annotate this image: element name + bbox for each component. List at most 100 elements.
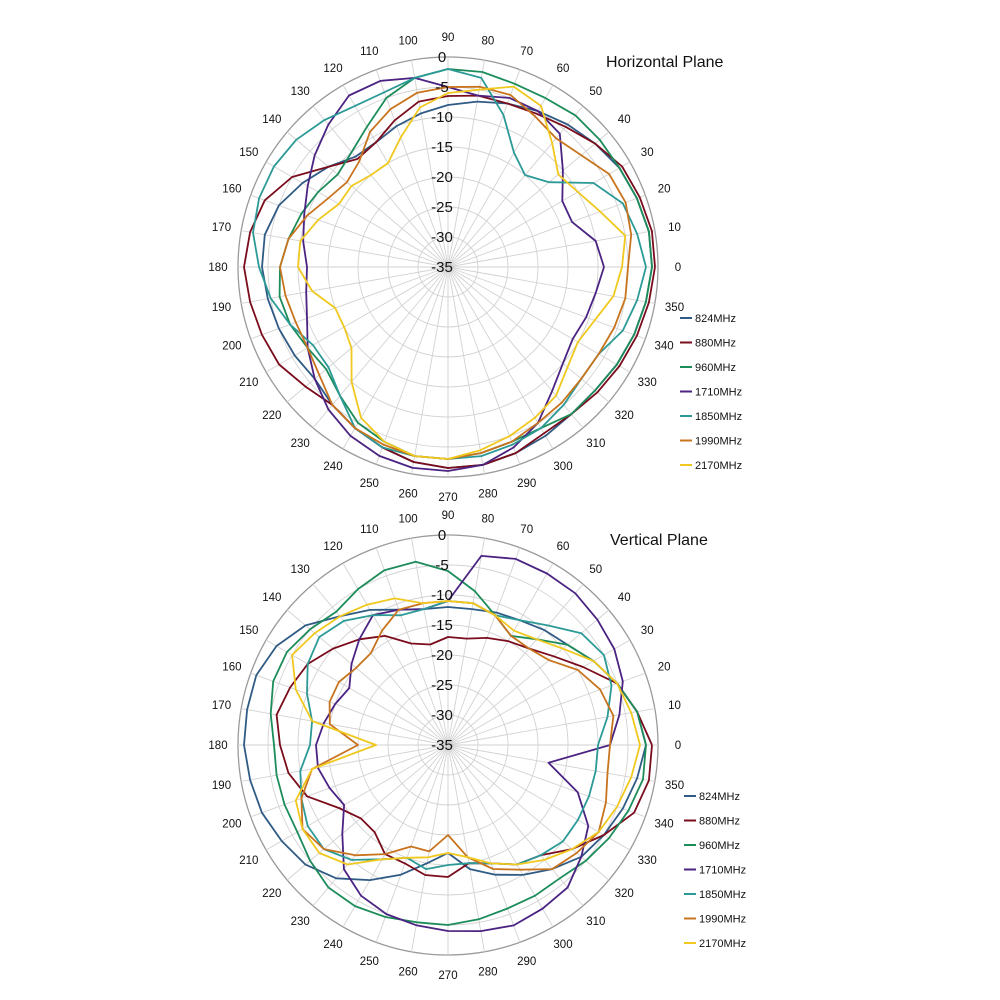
series-line-2170mhz xyxy=(297,85,627,460)
angular-grid-spoke xyxy=(241,266,449,304)
angular-grid-spoke xyxy=(312,266,449,429)
angle-tick-label: 280 xyxy=(478,967,497,979)
radial-tick-label: -15 xyxy=(431,139,453,156)
angular-grid-spoke xyxy=(447,266,521,465)
angle-tick-label: 90 xyxy=(442,510,455,522)
angular-grid-spoke xyxy=(447,744,646,818)
angle-tick-label: 150 xyxy=(239,625,258,637)
radial-tick-label: -30 xyxy=(431,707,453,724)
angular-grid-spoke xyxy=(447,131,610,268)
angle-tick-label: 270 xyxy=(438,492,457,504)
angle-tick-label: 90 xyxy=(442,32,455,44)
legend-entry-label: 1990MHz xyxy=(695,436,742,448)
angular-grid-spoke xyxy=(447,266,485,474)
angle-tick-label: 190 xyxy=(212,302,231,314)
legend-entry-label: 960MHz xyxy=(699,840,740,852)
angle-tick-label: 120 xyxy=(323,541,342,553)
angular-grid-spoke xyxy=(286,609,449,746)
angular-grid-spoke xyxy=(447,266,655,304)
legend-entry-label: 2170MHz xyxy=(699,938,746,950)
angular-grid-spoke xyxy=(342,562,449,746)
angular-grid-spoke xyxy=(312,744,449,907)
angular-grid-spoke xyxy=(342,84,449,268)
angle-tick-label: 50 xyxy=(589,86,602,98)
legend-entry-label: 880MHz xyxy=(699,816,740,828)
radial-tick-label: -20 xyxy=(431,169,453,186)
angle-tick-label: 40 xyxy=(618,114,631,126)
radial-tick-label: -5 xyxy=(435,557,448,574)
angle-tick-label: 30 xyxy=(641,147,654,159)
angular-grid-spoke xyxy=(375,547,449,746)
angular-grid-spoke xyxy=(447,538,485,746)
radial-tick-label: -25 xyxy=(431,677,453,694)
angular-grid-spoke xyxy=(447,266,584,429)
chart-title: Horizontal Plane xyxy=(606,54,724,71)
angle-tick-label: 330 xyxy=(638,377,657,389)
angle-tick-label: 320 xyxy=(615,410,634,422)
angular-grid-spoke xyxy=(241,230,449,268)
angular-grid-spoke xyxy=(265,161,449,268)
legend-entry-label: 1710MHz xyxy=(695,387,742,399)
angular-grid-spoke xyxy=(265,639,449,746)
angle-tick-label: 220 xyxy=(262,410,281,422)
series-line-1990mhz xyxy=(300,600,615,871)
angle-tick-label: 160 xyxy=(222,661,241,673)
legend-entry-label: 824MHz xyxy=(695,313,736,325)
angular-grid-spoke xyxy=(447,266,610,403)
angle-tick-label: 180 xyxy=(208,740,227,752)
angular-grid-spoke xyxy=(447,744,485,952)
radial-tick-label: -35 xyxy=(431,737,453,754)
angle-tick-label: 10 xyxy=(668,222,681,234)
angle-tick-label: 270 xyxy=(438,970,457,982)
angle-tick-label: 30 xyxy=(641,625,654,637)
angular-grid-spoke xyxy=(286,744,449,881)
angular-grid-spoke xyxy=(447,194,646,268)
angular-grid-spoke xyxy=(241,744,449,782)
angle-tick-label: 110 xyxy=(360,46,378,58)
angular-grid-spoke xyxy=(447,60,485,268)
angular-grid-spoke xyxy=(447,69,521,268)
angle-tick-label: 200 xyxy=(222,819,241,831)
angle-tick-label: 100 xyxy=(399,36,418,48)
angular-grid-spoke xyxy=(447,547,521,746)
angular-grid-spoke xyxy=(250,744,449,818)
chart-title: Vertical Plane xyxy=(610,532,708,549)
angle-tick-label: 140 xyxy=(262,114,281,126)
series-line-1990mhz xyxy=(279,85,633,460)
radial-tick-label: -20 xyxy=(431,647,453,664)
angle-tick-label: 120 xyxy=(323,63,342,75)
horizontal-plane-chart: 0 10 20 30 40 50 60 70 80 90 100 110 120 130 140 150 160… xyxy=(208,32,742,504)
angle-tick-label: 160 xyxy=(222,183,241,195)
angular-grid-spoke xyxy=(447,744,521,943)
angular-grid-spoke xyxy=(447,708,655,746)
angle-tick-label: 320 xyxy=(615,888,634,900)
angular-grid-spoke xyxy=(447,583,584,746)
angular-grid-spoke xyxy=(447,744,631,851)
radial-tick-label: -15 xyxy=(431,617,453,634)
angular-grid-spoke xyxy=(411,266,449,474)
legend: 824MHz 880MHz 960MHz 1710MHz 1850MHz 1990MHz 2… xyxy=(684,791,746,950)
angle-tick-label: 240 xyxy=(323,461,342,473)
angle-tick-label: 180 xyxy=(208,262,227,274)
legend: 824MHz 880MHz 960MHz 1710MHz 1850MHz 1990MHz 2… xyxy=(680,313,742,472)
angle-tick-label: 170 xyxy=(212,222,231,234)
angle-tick-label: 50 xyxy=(589,564,602,576)
angle-tick-label: 350 xyxy=(665,302,684,314)
angle-tick-label: 70 xyxy=(520,524,533,536)
angle-tick-label: 260 xyxy=(399,967,418,979)
angular-grid-spoke xyxy=(411,538,449,746)
angle-tick-label: 10 xyxy=(668,700,681,712)
radial-tick-label: 0 xyxy=(438,527,446,544)
angular-grid-spoke xyxy=(286,266,449,403)
angular-grid-spoke xyxy=(447,562,554,746)
angular-grid-spoke xyxy=(250,672,449,746)
angular-grid-spoke xyxy=(312,583,449,746)
angle-tick-label: 350 xyxy=(665,780,684,792)
angular-grid-spoke xyxy=(447,84,554,268)
angular-grid-spoke xyxy=(375,266,449,465)
angle-tick-label: 330 xyxy=(638,855,657,867)
angle-tick-label: 290 xyxy=(517,478,536,490)
legend-entry-label: 1710MHz xyxy=(699,865,746,877)
angle-tick-label: 300 xyxy=(553,939,572,951)
